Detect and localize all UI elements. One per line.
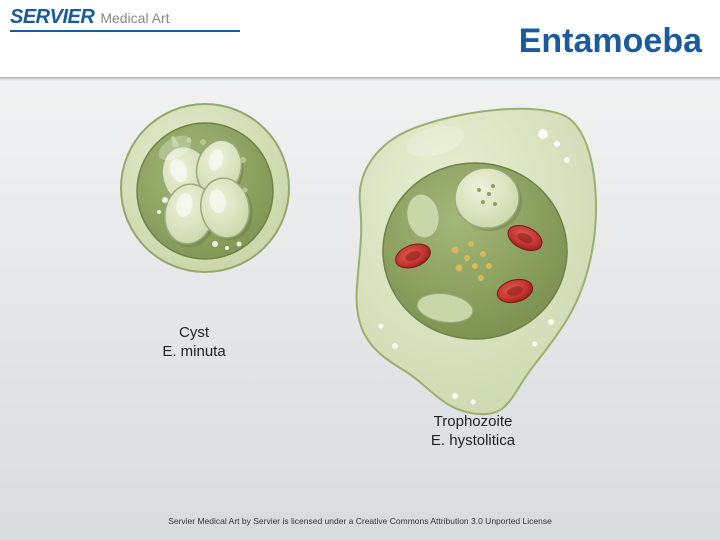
troph-label-line2: E. hystolitica <box>431 432 515 449</box>
cyst-figure <box>115 98 295 278</box>
trophozoite-figure <box>335 86 635 426</box>
brand-suffix: Medical Art <box>100 10 169 26</box>
header: SERVIER Medical Art Entamoeba <box>0 0 720 78</box>
brand-underline <box>10 30 240 32</box>
cyst-label: Cyst E. minuta <box>134 324 254 362</box>
brand-block: SERVIER Medical Art <box>10 6 170 29</box>
brand-name: SERVIER <box>10 6 94 29</box>
footer-license: Servier Medical Art by Servier is licens… <box>0 516 720 526</box>
trophozoite-label: Trophozoite E. hystolitica <box>398 413 548 451</box>
page-title: Entamoeba <box>519 22 702 61</box>
cyst-label-line2: E. minuta <box>162 343 225 360</box>
troph-label-line1: Trophozoite <box>434 413 513 430</box>
diagram-canvas: Cyst E. minuta Trophozoite E. hystolitic… <box>0 78 720 540</box>
cyst-label-line1: Cyst <box>179 324 209 341</box>
